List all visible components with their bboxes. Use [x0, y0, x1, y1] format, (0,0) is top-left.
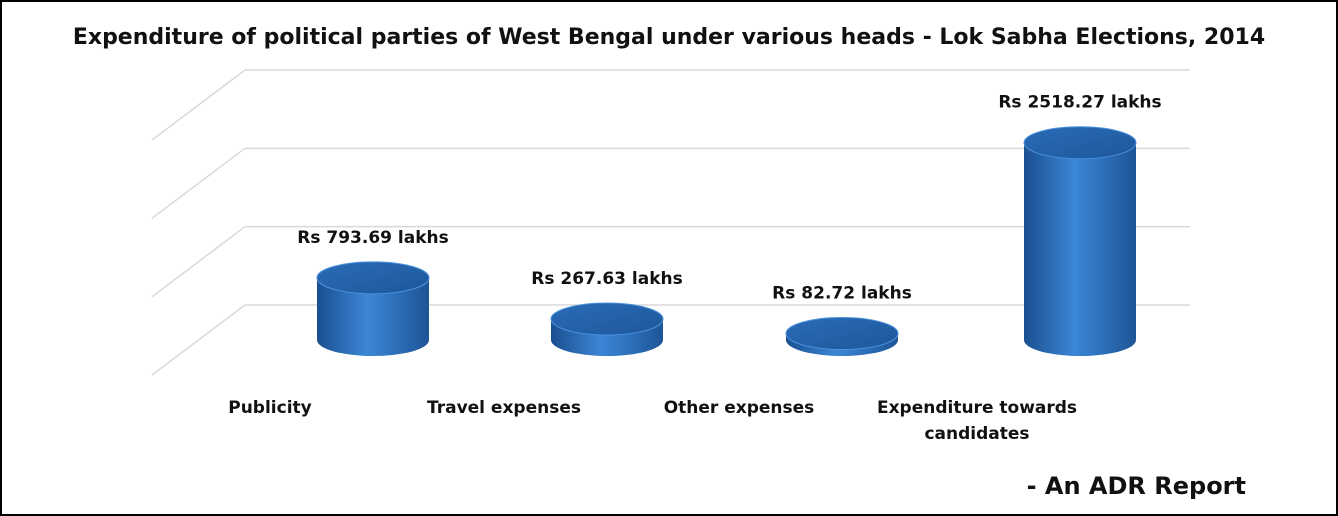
bar-top — [1023, 126, 1137, 160]
data-label: Rs 82.72 lakhs — [772, 284, 912, 304]
bar-top — [550, 302, 664, 336]
chart-title: Expenditure of political parties of West… — [73, 25, 1265, 50]
grid-line — [151, 226, 246, 298]
bar-top — [785, 317, 899, 351]
x-tick-label: Expenditure towards candidates — [876, 398, 1078, 444]
grid-line — [151, 304, 246, 376]
x-tick-label: Publicity — [228, 398, 312, 418]
bar-body — [317, 277, 429, 356]
grid-line — [151, 147, 246, 219]
data-label: Rs 267.63 lakhs — [531, 269, 682, 289]
data-label: Rs 2518.27 lakhs — [998, 93, 1161, 113]
annotation: - An ADR Report — [1027, 472, 1246, 500]
bar — [1023, 126, 1137, 356]
bar — [785, 317, 899, 356]
grid-line — [151, 69, 246, 141]
x-tick-label: Travel expenses — [426, 398, 581, 418]
bar-top — [316, 261, 430, 295]
data-label: Rs 793.69 lakhs — [297, 228, 448, 248]
bar — [550, 302, 664, 356]
x-tick-label: Other expenses — [663, 398, 815, 418]
bar — [316, 261, 430, 356]
bar-body — [1024, 142, 1136, 356]
